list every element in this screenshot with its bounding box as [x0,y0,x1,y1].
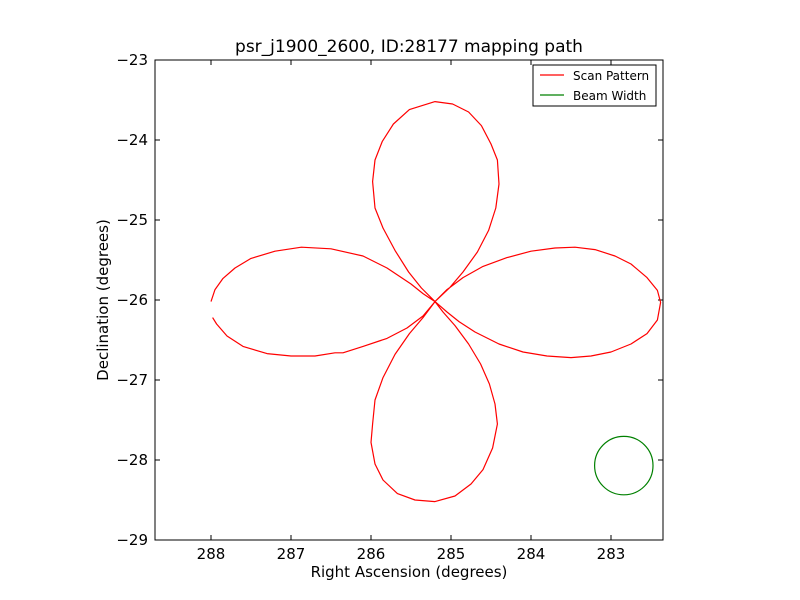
x-tick-label: 284 [517,545,546,563]
y-tick-label: −29 [116,531,148,549]
y-axis-label: Declination (degrees) [94,219,112,381]
y-tick-label: −27 [116,371,148,389]
y-tick-label: −25 [116,211,148,229]
chart-title: psr_j1900_2600, ID:28177 mapping path [235,37,583,57]
legend-box [532,64,657,107]
legend-label-beam-width: Beam Width [573,89,646,103]
series-scan-pattern-line [210,100,662,503]
series-layer [210,100,662,503]
legend-label-scan-pattern: Scan Pattern [573,69,649,83]
y-tick-label: −26 [116,291,148,309]
x-axis-label: Right Ascension (degrees) [311,563,508,581]
x-tick-label: 287 [277,545,306,563]
x-tick-label: 283 [597,545,626,563]
ticks-layer: 288 287 286 285 284 283 −23 −24 −25 −26 −27 −28 −29 [116,51,663,563]
plot-area [155,60,663,540]
x-tick-label: 285 [437,545,466,563]
series-beam-width-circle [593,435,654,496]
legend: Scan Pattern Beam Width [532,64,657,107]
y-tick-label: −23 [116,51,148,69]
x-tick-label: 288 [197,545,226,563]
x-tick-label: 286 [357,545,386,563]
y-tick-label: −24 [116,131,148,149]
y-tick-label: −28 [116,451,148,469]
plot-frame [154,59,664,541]
